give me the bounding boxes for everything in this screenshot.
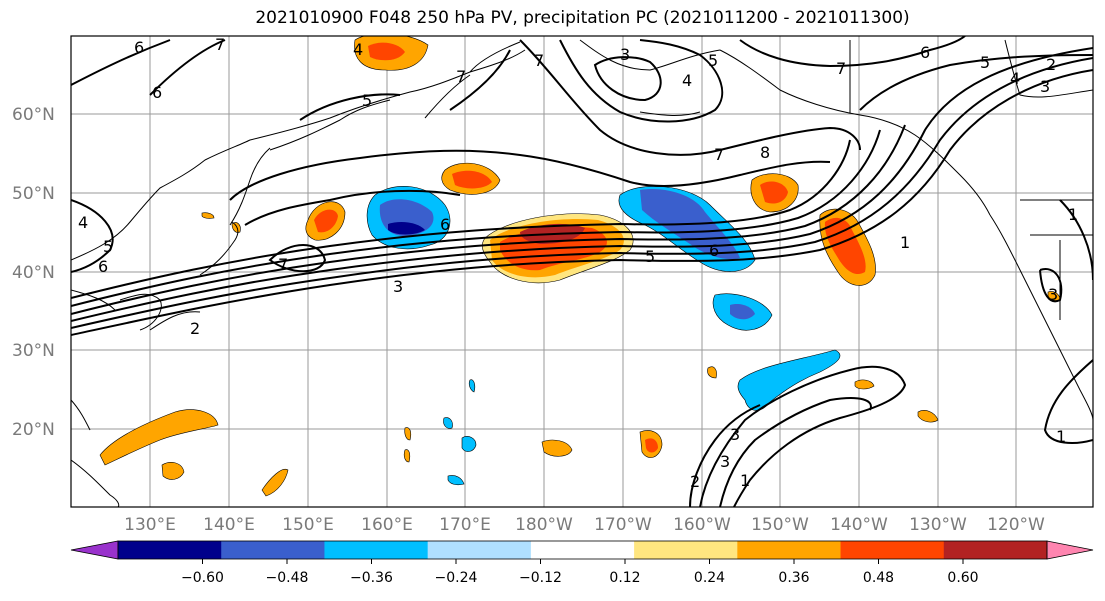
contour-label: 5 — [362, 91, 372, 110]
contour-label: 2 — [190, 319, 200, 338]
contour-label: 3 — [720, 452, 730, 471]
lat-label: 30°N — [12, 341, 55, 361]
colorbar-tick-label: −0.36 — [350, 570, 393, 586]
contour-label: 1 — [900, 233, 910, 252]
colorbar-cell — [118, 541, 222, 559]
colorbar-cell — [427, 541, 532, 559]
colorbar-cell — [530, 541, 635, 559]
contour-label: 7 — [534, 51, 544, 70]
contour-labels: 6 7 6 5 4 3 2 5 7 7 6 5 6 7 3 5 4 7 7 8 … — [78, 35, 1078, 491]
lon-label: 150°E — [282, 515, 334, 535]
contour-label: 7 — [836, 59, 846, 78]
colorbar-cell — [943, 541, 1048, 559]
lon-label: 180°W — [515, 515, 573, 535]
colorbar-tick-label: −0.60 — [181, 570, 224, 586]
contour-label: 2 — [690, 472, 700, 491]
contour-label: 7 — [714, 145, 724, 164]
colorbar-cell — [634, 541, 738, 559]
lon-label: 140°E — [203, 515, 255, 535]
contour-label: 6 — [709, 241, 719, 260]
contour-label: 5 — [980, 53, 990, 72]
lat-label: 20°N — [12, 420, 55, 440]
map-title: 2021010900 F048 250 hPa PV, precipitatio… — [255, 8, 910, 28]
contour-label: 2 — [1046, 55, 1056, 74]
lon-label: 140°W — [830, 515, 888, 535]
lon-label: 130°E — [124, 515, 176, 535]
contour-label: 6 — [152, 83, 162, 102]
colorbar-tick-label: 0.24 — [694, 570, 725, 586]
colorbar-tick-label: 0.48 — [863, 570, 894, 586]
contour-label: 7 — [278, 255, 288, 274]
lon-label: 150°W — [751, 515, 809, 535]
lon-label: 160°E — [361, 515, 413, 535]
contour-label: 3 — [1048, 285, 1058, 304]
lat-label: 50°N — [12, 184, 55, 204]
colorbar-ticks — [202, 559, 964, 564]
contour-label: 3 — [393, 277, 403, 296]
colorbar-tick-label: 0.60 — [947, 570, 978, 586]
contour-label: 1 — [740, 471, 750, 490]
lon-label: 160°W — [673, 515, 731, 535]
colorbar-tick-label: 0.36 — [778, 570, 809, 586]
longitude-labels: 130°E 140°E 150°E 160°E 170°E 180°W 170°… — [124, 515, 1045, 535]
lon-label: 170°E — [439, 515, 491, 535]
contour-label: 6 — [134, 38, 144, 57]
lat-label: 60°N — [12, 105, 55, 125]
colorbar-tick-label: −0.48 — [266, 570, 309, 586]
pv-contours — [71, 36, 1093, 507]
contour-label: 4 — [682, 71, 692, 90]
colorbar-outline — [117, 540, 1048, 560]
colorbar-tick-labels: −0.60 −0.48 −0.36 −0.24 −0.12 0.12 0.24 … — [181, 570, 979, 586]
contour-label: 6 — [920, 43, 930, 62]
colorbar-extend-low — [70, 540, 119, 560]
lon-label: 120°W — [987, 515, 1045, 535]
contour-label: 5 — [645, 247, 655, 266]
colorbar-cell — [737, 541, 842, 559]
contour-label: 4 — [353, 40, 363, 59]
lon-label: 130°W — [909, 515, 967, 535]
contour-label: 3 — [620, 45, 630, 64]
colorbar-cells — [118, 541, 1048, 559]
coastlines — [71, 39, 1093, 507]
contour-label: 4 — [78, 213, 88, 232]
contour-label: 5 — [103, 237, 113, 256]
colorbar-cell — [840, 541, 945, 559]
contour-label: 1 — [1068, 205, 1078, 224]
map-border — [70, 35, 1094, 508]
colorbar: −0.60 −0.48 −0.36 −0.24 −0.12 0.12 0.24 … — [70, 540, 1094, 586]
contour-label: 1 — [1056, 427, 1066, 446]
colorbar-tick-label: 0.12 — [609, 570, 640, 586]
colorbar-cell — [221, 541, 325, 559]
colorbar-cell — [324, 541, 429, 559]
contour-label: 3 — [1040, 77, 1050, 96]
contour-label: 8 — [760, 143, 770, 162]
contour-label: 7 — [456, 67, 466, 86]
contour-label: 3 — [730, 425, 740, 444]
latitude-labels: 60°N 50°N 40°N 30°N 20°N — [12, 105, 55, 440]
lat-label: 40°N — [12, 263, 55, 283]
contour-label: 7 — [215, 35, 225, 54]
contour-label: 5 — [708, 51, 718, 70]
lon-label: 170°W — [594, 515, 652, 535]
contour-label: 6 — [440, 215, 450, 234]
colorbar-tick-label: −0.24 — [435, 570, 478, 586]
colorbar-tick-label: −0.12 — [519, 570, 562, 586]
colorbar-extend-high — [1046, 540, 1094, 560]
contour-label: 6 — [98, 257, 108, 276]
contour-label: 4 — [1010, 69, 1020, 88]
